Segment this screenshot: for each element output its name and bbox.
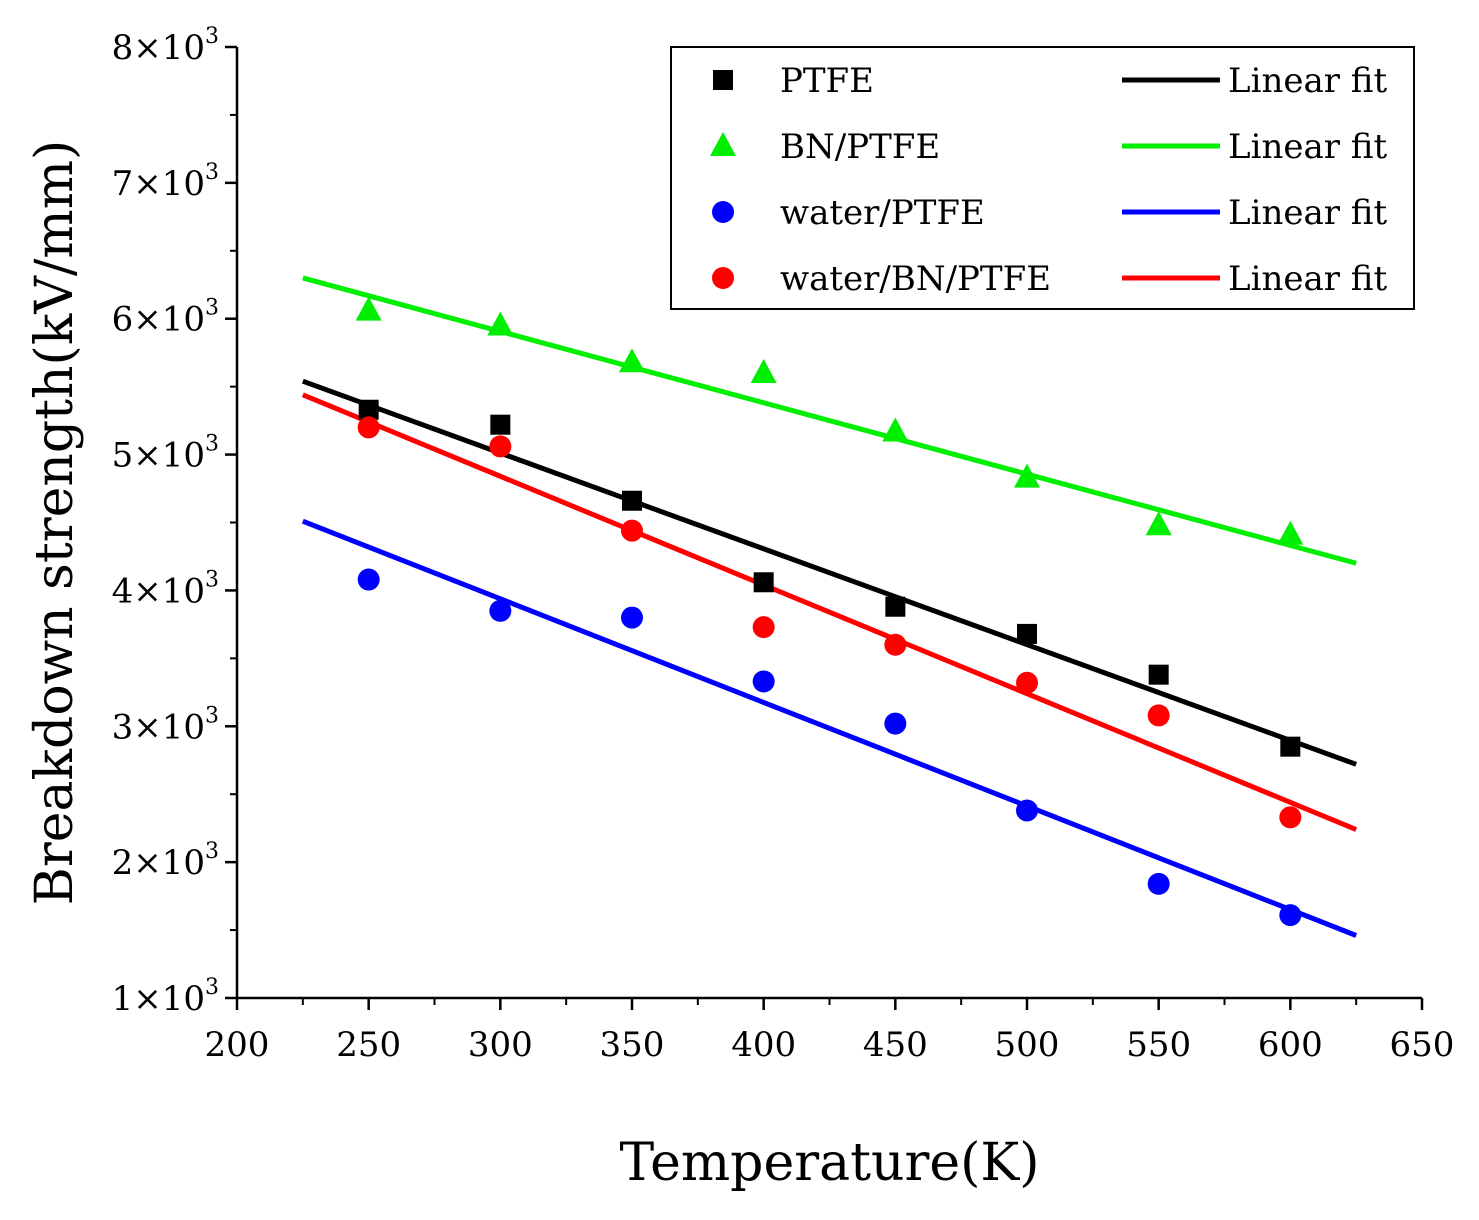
x-tick-label: 350: [600, 1025, 665, 1065]
data-point-bn-ptfe: [1014, 463, 1040, 488]
y-tick-label: 1×103: [112, 975, 219, 1019]
data-point-water-ptfe: [357, 568, 380, 591]
data-point-ptfe: [1280, 736, 1301, 757]
y-tick-label: 4×103: [112, 567, 219, 611]
legend-marker-water-ptfe: [712, 201, 734, 223]
legend-label-bn-ptfe: BN/PTFE: [780, 127, 940, 167]
data-point-water-ptfe: [1147, 872, 1170, 895]
data-point-ptfe: [490, 414, 511, 435]
data-point-bn-ptfe: [487, 311, 514, 336]
data-point-water-ptfe: [1016, 799, 1038, 822]
legend-label-ptfe: PTFE: [780, 61, 874, 101]
legend-marker-water-bn-ptfe: [712, 267, 734, 289]
y-tick-label: 2×103: [112, 839, 219, 883]
legend-fit-label-water-bn-ptfe: Linear fit: [1228, 259, 1387, 299]
legend-marker-bn-ptfe: [710, 132, 736, 156]
x-tick-label: 300: [468, 1025, 533, 1065]
y-tick-label: 7×103: [112, 160, 219, 204]
x-tick-label: 450: [863, 1025, 928, 1065]
x-tick-label: 550: [1126, 1025, 1191, 1065]
data-point-bn-ptfe: [355, 296, 382, 321]
x-tick-label: 400: [731, 1025, 796, 1065]
data-point-ptfe: [358, 399, 379, 420]
data-point-water-bn-ptfe: [1147, 704, 1170, 727]
data-point-water-ptfe: [621, 606, 643, 629]
x-tick-label: 250: [336, 1025, 401, 1065]
data-point-water-bn-ptfe: [884, 633, 907, 656]
y-tick-label: 8×103: [112, 24, 219, 68]
data-point-water-bn-ptfe: [1279, 806, 1302, 829]
data-point-bn-ptfe: [619, 348, 645, 373]
data-point-water-bn-ptfe: [752, 616, 775, 639]
legend-label-water-ptfe: water/PTFE: [780, 193, 985, 233]
data-point-bn-ptfe: [1277, 520, 1304, 545]
x-tick-label: 650: [1390, 1025, 1455, 1065]
data-point-water-bn-ptfe: [621, 519, 643, 542]
x-tick-label: 600: [1258, 1025, 1323, 1065]
data-point-water-ptfe: [884, 712, 907, 735]
x-axis-title: Temperature(K): [619, 1133, 1039, 1193]
data-point-water-ptfe: [489, 599, 512, 622]
y-tick-label: 6×103: [112, 296, 219, 340]
data-point-bn-ptfe: [750, 359, 777, 384]
fit-line-bn-ptfe: [302, 275, 1357, 566]
fit-line-water-ptfe: [301, 518, 1358, 938]
x-tick-label: 500: [995, 1025, 1060, 1065]
legend-label-water-bn-ptfe: water/BN/PTFE: [780, 259, 1051, 299]
data-point-bn-ptfe: [882, 417, 909, 442]
fit-line-ptfe: [301, 378, 1358, 767]
data-point-water-bn-ptfe: [357, 416, 380, 439]
y-axis-title: Breakdown strength(kV/mm): [25, 140, 85, 906]
y-tick-label: 5×103: [112, 432, 219, 476]
data-point-water-ptfe: [752, 670, 775, 693]
data-point-ptfe: [622, 490, 642, 511]
data-point-bn-ptfe: [1145, 511, 1172, 536]
data-point-ptfe: [1148, 664, 1169, 685]
legend: PTFE Linear fit BN/PTFE Linear fit water/PTF…: [670, 46, 1415, 310]
fit-line-water-bn-ptfe: [301, 392, 1358, 832]
legend-fit-label-water-ptfe: Linear fit: [1228, 193, 1387, 233]
data-points: [355, 296, 1304, 927]
legend-fit-label-bn-ptfe: Linear fit: [1228, 127, 1387, 167]
y-tick-label: 3×103: [112, 703, 219, 747]
data-point-ptfe: [1017, 623, 1037, 644]
data-point-water-bn-ptfe: [489, 435, 512, 458]
data-point-ptfe: [753, 572, 774, 593]
x-tick-label: 200: [205, 1025, 270, 1065]
legend-box: [670, 46, 1415, 310]
data-point-water-ptfe: [1279, 904, 1302, 927]
legend-marker-ptfe: [713, 70, 733, 90]
fit-lines: [301, 275, 1358, 938]
axes: 200 250 300 350 400 450 500 550 600 650 1×103 2×103…: [112, 24, 1455, 1065]
legend-fit-label-ptfe: Linear fit: [1228, 61, 1387, 101]
data-point-water-bn-ptfe: [1016, 671, 1038, 694]
data-point-ptfe: [885, 596, 906, 617]
